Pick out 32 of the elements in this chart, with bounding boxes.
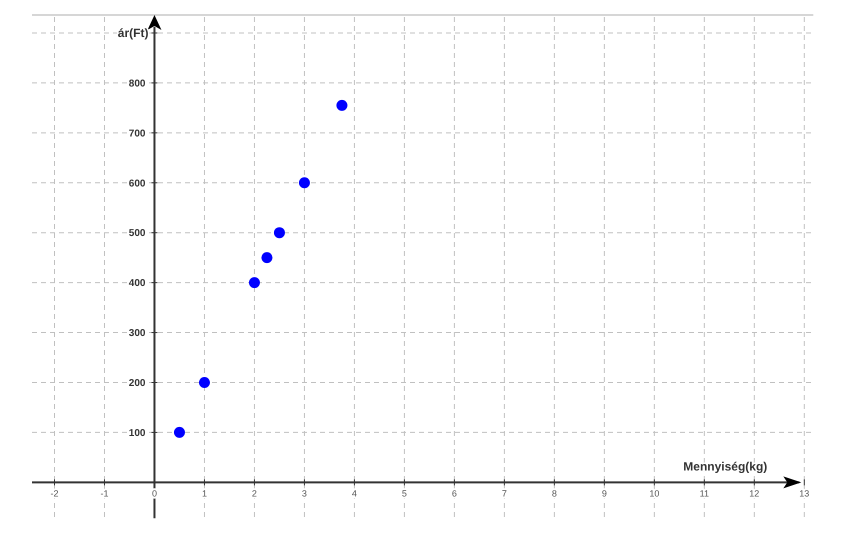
y-tick-label: 800 (128, 78, 146, 90)
x-tick-label: 11 (700, 488, 709, 498)
x-tick-label: -2 (50, 488, 58, 498)
point (274, 227, 285, 238)
x-tick-label: 9 (602, 488, 607, 498)
y-tick-label: 600 (128, 178, 146, 190)
x-tick-label: 7 (502, 488, 507, 498)
x-tick-label: 13 (799, 488, 810, 498)
x-tick-label: 8 (552, 488, 557, 498)
y-tick-label: 300 (128, 328, 146, 340)
x-tick-label: -1 (100, 488, 108, 498)
point (261, 252, 272, 264)
point (174, 426, 185, 438)
y-tick-label: 700 (128, 128, 146, 140)
y-tick-label: 100 (128, 428, 146, 439)
x-tick-label: 5 (402, 488, 407, 498)
point (198, 376, 210, 388)
x-tick-label: 10 (649, 488, 660, 498)
x-tick-label: 6 (452, 488, 457, 498)
y-tick-label: 400 (128, 278, 146, 290)
y-axis-title: ár(Ft) (118, 26, 148, 40)
point (298, 177, 310, 188)
x-tick-label: 12 (749, 488, 760, 498)
x-tick-label: 2 (252, 488, 257, 498)
point (248, 277, 260, 288)
x-tick-label: 4 (352, 488, 357, 498)
x-tick-label: 3 (302, 488, 307, 498)
y-tick-label: 500 (128, 228, 146, 240)
x-tick-label: 1 (202, 488, 207, 498)
y-tick-label: 200 (128, 378, 146, 389)
point (336, 100, 348, 111)
x-axis-title: Mennyiség(kg) (683, 459, 768, 474)
